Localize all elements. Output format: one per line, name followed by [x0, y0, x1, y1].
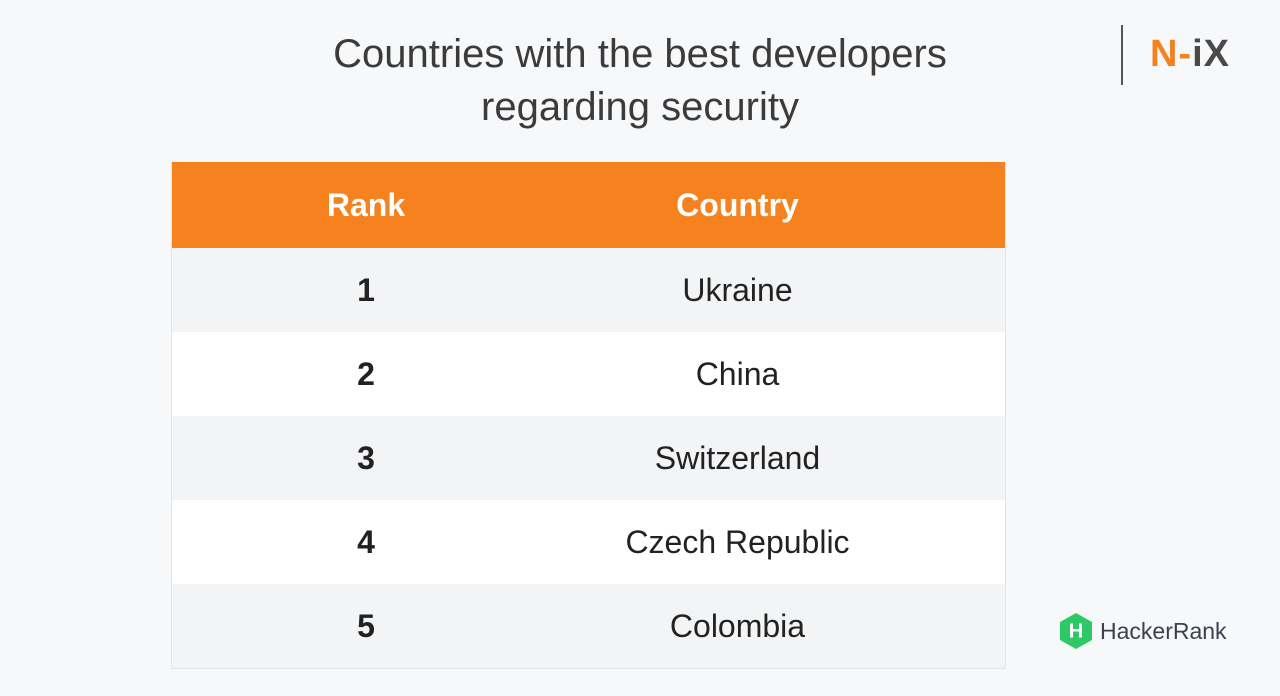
table-cell: Switzerland — [654, 439, 821, 476]
table-cell: 3 — [357, 439, 375, 476]
divider — [1121, 25, 1123, 85]
header-row: Rank Country — [172, 162, 1005, 248]
source: H HackerRank — [1059, 612, 1227, 650]
source-icon: H — [1060, 613, 1092, 649]
table-cell: China — [695, 355, 780, 392]
table-cell: Czech Republic — [625, 523, 850, 560]
table-row: 1 Ukraine — [172, 248, 1005, 332]
table-cell: 5 — [357, 607, 375, 644]
table-row: 5 Colombia — [172, 584, 1005, 668]
logo: N-iX — [1150, 33, 1230, 76]
table-cell: 4 — [357, 523, 375, 560]
logo-part: iX — [1192, 33, 1231, 75]
source-name: HackerRank — [1100, 617, 1227, 644]
table-row: 3 Switzerland — [172, 416, 1005, 500]
table-cell: Ukraine — [682, 271, 793, 308]
logo-part: N- — [1150, 33, 1193, 75]
title: Countries with the best developers regar… — [333, 32, 947, 129]
header-cell: Rank — [326, 186, 406, 223]
table-row: 2 China — [172, 332, 1005, 416]
source-icon-letter: H — [1069, 620, 1083, 642]
table-cell: Colombia — [669, 607, 806, 644]
table-cell: 2 — [357, 355, 375, 392]
table-cell: 1 — [357, 271, 375, 308]
header-cell: Country — [676, 186, 799, 223]
table: Rank Country 1 Ukraine 2 China 3 Switzerland 4 Cz… — [171, 162, 1006, 669]
table-row: 4 Czech Republic — [172, 500, 1005, 584]
